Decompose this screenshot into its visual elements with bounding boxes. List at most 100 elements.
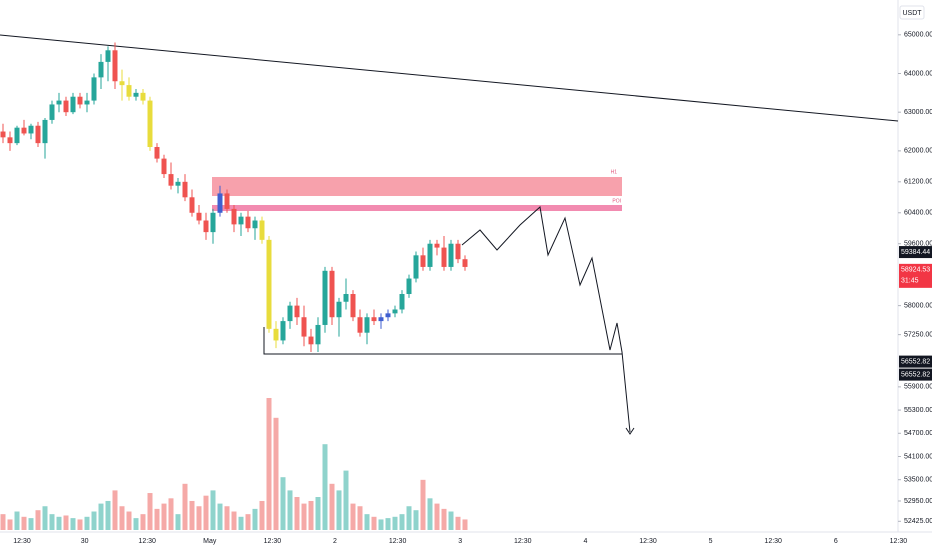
volume-bar: [336, 490, 342, 530]
volume-bar: [357, 506, 363, 530]
volume-bar: [126, 511, 132, 530]
price-label: 56552.82: [901, 371, 930, 378]
y-tick-label: 54700.00: [904, 430, 932, 437]
volume-bar: [56, 516, 62, 530]
candle-body: [154, 147, 160, 159]
candle-body: [217, 193, 223, 213]
candle-body: [287, 305, 293, 322]
candle-body: [105, 50, 111, 62]
candle-body: [420, 255, 426, 267]
candle-body: [84, 100, 90, 105]
candle-body: [252, 220, 258, 229]
volume-bar: [399, 514, 405, 530]
y-tick-label: 61200.00: [904, 179, 932, 186]
volume-bar: [385, 518, 391, 530]
candle-body: [112, 50, 118, 82]
projection-arrow: [625, 427, 635, 435]
candle-body: [63, 100, 69, 113]
candle-body: [322, 270, 328, 325]
candle-body: [294, 305, 300, 318]
volume-bar: [147, 493, 153, 530]
h1-zone: [212, 177, 622, 196]
volume-bar: [182, 483, 188, 530]
zone-label: H1: [611, 169, 618, 175]
candle-body: [140, 92, 146, 101]
volume-bar: [35, 510, 41, 530]
x-tick-label: 12:30: [389, 538, 407, 545]
volume-bar: [350, 503, 356, 530]
candle-body: [210, 212, 216, 233]
volume-bar: [119, 506, 125, 530]
candle-body: [392, 309, 398, 314]
volume-bar: [280, 477, 286, 530]
volume-bar: [217, 503, 223, 530]
volume-bar: [49, 514, 55, 530]
volume-bar: [140, 514, 146, 530]
candle-body: [14, 127, 20, 144]
candle-body: [203, 220, 209, 233]
candle-body: [350, 294, 356, 318]
volume-bar: [28, 518, 34, 530]
candle-body: [21, 127, 27, 134]
candle-body: [259, 220, 265, 240]
volume-bar: [210, 490, 216, 530]
volume-bar: [84, 516, 90, 530]
x-tick-label: 12:30: [764, 538, 782, 545]
volume-bar: [266, 398, 272, 530]
candle-body: [42, 119, 48, 144]
volume-bar: [7, 519, 13, 530]
price-label-box: [899, 355, 932, 368]
candle-body: [133, 92, 139, 97]
y-tick-label: 53500.00: [904, 477, 932, 484]
candle-body: [49, 104, 55, 120]
volume-bar: [238, 516, 244, 530]
volume-bar: [0, 514, 6, 530]
candle-body: [399, 294, 405, 310]
volume-bar: [420, 479, 426, 530]
candle-body: [175, 181, 181, 186]
candle-body: [91, 77, 97, 101]
candle-body: [168, 174, 174, 186]
volume-bar: [455, 516, 461, 530]
y-tick-label: 63000.00: [904, 109, 932, 116]
candle-body: [448, 243, 454, 267]
candle-body: [343, 294, 349, 302]
volume-bar: [378, 519, 384, 530]
volume-bar: [224, 506, 230, 530]
support-line: [263, 327, 622, 355]
candle-body: [119, 81, 125, 86]
volume-bar: [252, 508, 258, 530]
x-tick-label: 12:30: [13, 538, 31, 545]
candle-body: [56, 100, 62, 105]
candle-body: [7, 137, 13, 144]
x-tick-label: 6: [834, 538, 838, 545]
volume-bar: [91, 511, 97, 530]
volume-bar: [413, 510, 419, 530]
candle-body: [0, 131, 6, 138]
candle-body: [378, 317, 384, 322]
x-tick-label: 2: [333, 538, 337, 545]
currency-box[interactable]: [899, 5, 925, 20]
price-label-box: [899, 246, 932, 259]
price-label-box: [899, 368, 932, 381]
candle-body: [462, 259, 468, 267]
volume-bar: [105, 500, 111, 530]
volume-bar: [231, 511, 237, 530]
volume-bar: [427, 498, 433, 530]
candle-body: [315, 324, 321, 345]
volume-bar: [161, 503, 167, 530]
candle-body: [126, 85, 132, 97]
candle-body: [308, 336, 314, 345]
zone-label: POI: [612, 198, 621, 204]
volume-bar: [315, 497, 321, 530]
candle-body: [434, 243, 440, 248]
trend-line: [0, 34, 899, 122]
x-tick-label: 5: [709, 538, 713, 545]
candle-body: [427, 243, 433, 267]
projection-path: [461, 206, 631, 433]
volume-bar: [245, 514, 251, 530]
countdown-label: 31:45: [901, 278, 919, 285]
candle-body: [245, 216, 251, 229]
volume-bar: [63, 515, 69, 530]
